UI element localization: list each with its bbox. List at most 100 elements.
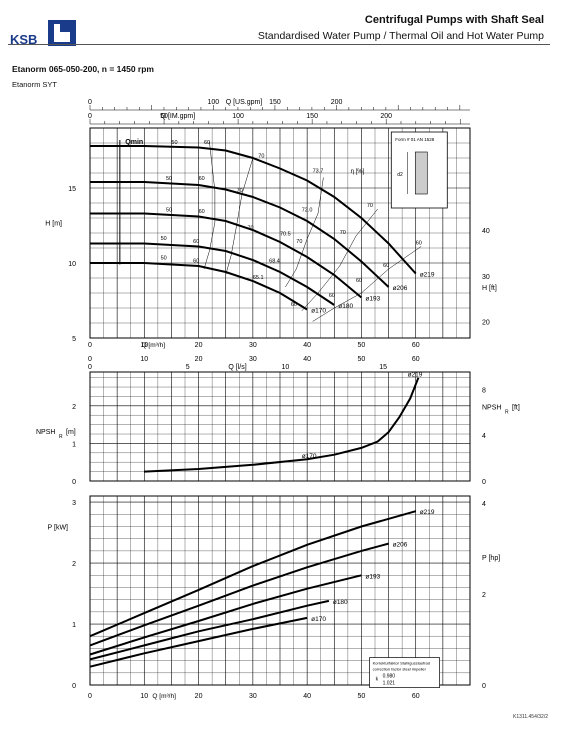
npsh-curve-label: ø170 [302,453,317,460]
npsh-ls-axis-label: Q [l/s] [228,364,246,371]
npsh-ft-axis-sub: R [505,410,509,416]
h-ft-tick-label: 40 [482,228,490,235]
power-x-tick-label: 20 [195,693,203,700]
power-curve [89,616,308,668]
correction-note-box [369,657,440,688]
h-x-tick-label: 10 [140,342,148,349]
h-ft-axis-label: H [ft] [482,285,497,292]
power-curve-label: ø180 [333,599,348,606]
us-gpm-label: 150 [269,99,281,106]
efficiency-label: 50 [166,176,172,182]
power-hp-tick-label: 2 [482,592,486,599]
power-x-axis-label: Q [m³/h] [152,693,176,700]
model-title: Etanorm 065-050-200, n = 1450 rpm [12,64,154,74]
efficiency-label: 60 [383,263,389,269]
npsh-q-tick-label: 50 [358,356,366,363]
header-subtitle: Standardised Water Pump / Thermal Oil an… [257,30,544,42]
power-x-tick-label: 60 [412,693,420,700]
h-x-tick-label: 30 [249,342,257,349]
head-curve [90,145,417,275]
npsh-q-tick-label: 20 [195,356,203,363]
reference-code: K1311.454/32/2 [513,714,548,720]
npsh-q-tick-label: 60 [412,356,420,363]
im-gpm-label: 150 [306,113,318,120]
efficiency-label: 70.5 [280,232,291,238]
im-gpm-label: 0 [88,113,92,120]
head-curve-label: ø219 [420,272,435,279]
series-name: Etanorm SYT [12,80,58,89]
head-curve-label: ø193 [365,296,380,303]
head-curve-label: ø206 [393,285,408,292]
efficiency-label: 50 [166,208,172,214]
npsh-ft-tick-label: 8 [482,387,486,394]
efficiency-label: 60 [356,278,362,284]
us-gpm-axis-label: Q [US.gpm] [226,99,263,106]
h-tick-label: 15 [68,186,76,193]
correction-note-line1: Korrekturfaktor Stahlgusslaufrad [373,661,430,666]
h-x-tick-label: 60 [412,342,420,349]
h-axis-label: H [m] [45,221,62,228]
correction-note-line2: correction factor steel impeller [373,667,427,672]
power-curve-label: ø193 [365,573,380,580]
im-gpm-label: 200 [380,113,392,120]
npsh-curve [144,377,420,473]
h-x-tick-label: 40 [303,342,311,349]
power-x-tick-label: 50 [358,693,366,700]
qmin-label: Qmin [125,139,143,146]
npsh-tick-label: 0 [72,479,76,486]
h-ft-tick-label: 20 [482,320,490,327]
efficiency-label: 65.1 [253,275,264,281]
power-axis-label: P [kW] [48,525,69,532]
efficiency-label: 70 [340,230,346,236]
efficiency-label: 50 [161,236,167,242]
power-curve-label: ø170 [311,616,326,623]
correction-note-f1: 0.980 [383,674,396,680]
power-hp-axis-label: P [hp] [482,555,500,562]
efficiency-label: 72.0 [302,208,313,214]
inset-label: Form # 01 AN 1528 [395,137,435,142]
efficiency-iso-line [301,208,378,312]
npsh-ls-tick-label: 0 [88,364,92,371]
efficiency-iso-line [203,141,216,270]
npsh-ls-tick-label: 10 [282,364,290,371]
npsh-ft-axis-unit: [ft] [512,405,520,412]
power-x-tick-label: 30 [249,693,257,700]
im-gpm-label: 100 [232,113,244,120]
power-curve-label: ø206 [393,542,408,549]
us-gpm-label: 0 [88,99,92,106]
eta-label: η [%] [351,169,365,175]
h-x-axis-label: Q [m³/h] [142,342,166,349]
power-curve [89,510,416,638]
efficiency-label: 60 [193,259,199,265]
power-curve [89,599,330,661]
power-x-tick-label: 0 [88,693,92,700]
efficiency-label: 60 [199,209,205,215]
npsh-tick-label: 2 [72,404,76,411]
power-tick-label: 0 [72,683,76,690]
efficiency-iso-line [312,246,422,322]
efficiency-label: 70 [237,188,243,194]
npsh-end-label: ø219 [408,372,423,379]
head-curve [90,262,308,311]
npsh-q-tick-label: 10 [140,356,148,363]
efficiency-label: 70 [367,203,373,209]
power-hp-tick-label: 0 [482,683,486,690]
npsh-ft-axis-label: NPSH [482,405,501,412]
efficiency-label: 60 [329,293,335,299]
power-tick-label: 2 [72,561,76,568]
npsh-ls-tick-label: 5 [186,364,190,371]
us-gpm-label: 200 [331,99,343,106]
im-gpm-axis-label: Q [IM.gpm] [161,113,196,120]
power-x-tick-label: 40 [303,693,311,700]
npsh-ls-tick-label: 15 [379,364,387,371]
efficiency-label: 50 [161,256,167,262]
npsh-axis-unit: [m] [66,429,76,436]
efficiency-label: 60 [199,176,205,182]
impeller-shape [414,151,428,195]
h-x-tick-label: 0 [88,342,92,349]
ksb-logo: KSB [10,20,76,47]
h-x-tick-label: 20 [195,342,203,349]
head-curve-label: ø170 [311,308,326,315]
npsh-q-tick-label: 0 [88,356,92,363]
power-curve [89,574,362,656]
